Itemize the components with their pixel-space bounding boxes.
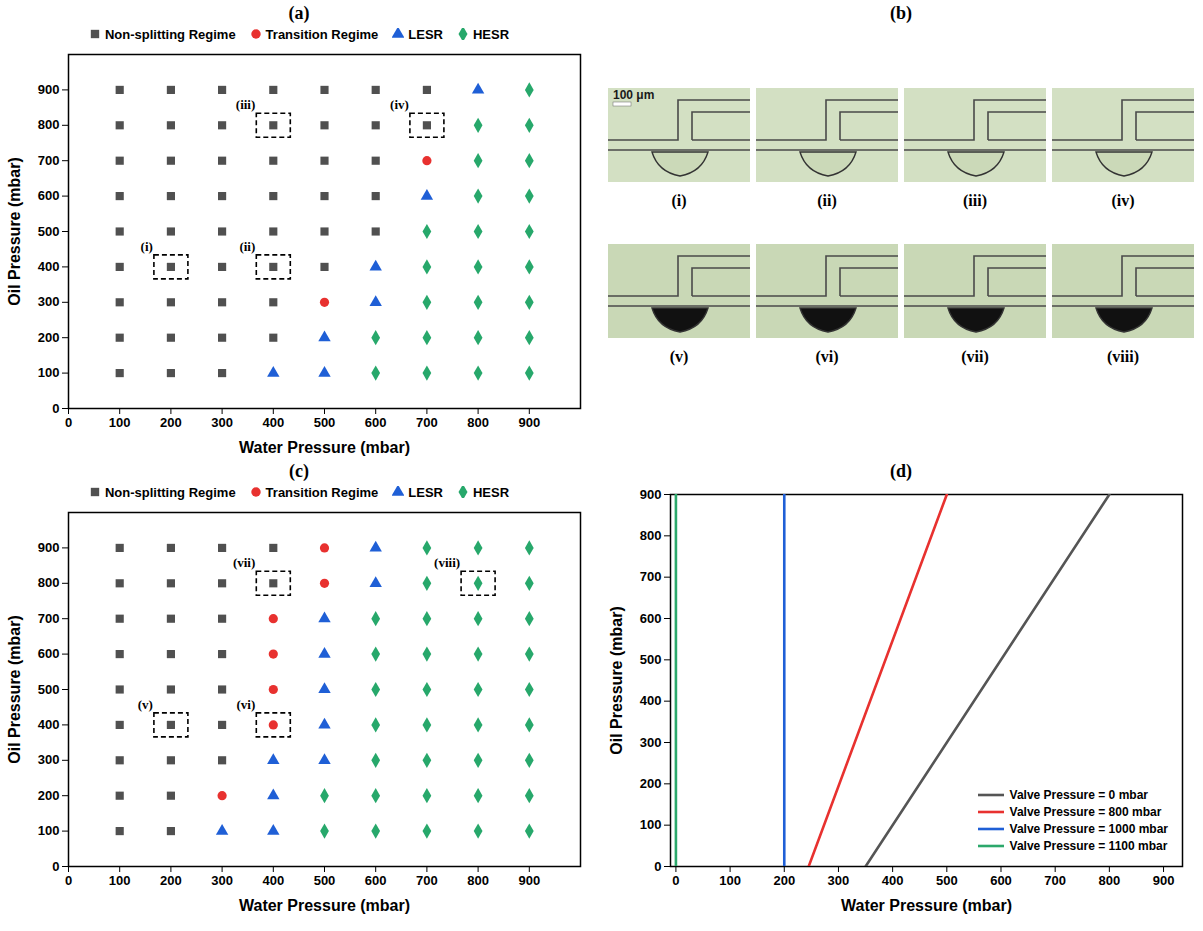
svg-text:(vi): (vi)	[237, 697, 256, 712]
svg-text:500: 500	[38, 224, 60, 239]
html-text:Transition Regime: Transition Regime	[265, 26, 379, 42]
svg-text:(vii): (vii)	[233, 555, 255, 570]
svg-text:600: 600	[38, 646, 60, 661]
svg-text:100: 100	[109, 415, 131, 430]
svg-text:800: 800	[640, 528, 662, 543]
html-text:Transition Regime: Transition Regime	[265, 484, 379, 500]
html-text:Valve Pressure = 800 mbar: Valve Pressure = 800 mbar	[1009, 805, 1162, 819]
html-text:HESR: HESR	[473, 484, 510, 500]
svg-text:800: 800	[467, 873, 489, 888]
html-text:(vii): (vii)	[961, 348, 989, 365]
html-text:LESR: LESR	[408, 26, 443, 42]
svg-text:900: 900	[640, 487, 662, 502]
html-text:HESR: HESR	[473, 26, 510, 42]
svg-text:Oil Pressure (mbar): Oil Pressure (mbar)	[6, 157, 23, 306]
html-text:Non-splitting Regime: Non-splitting Regime	[104, 484, 236, 500]
svg-text:300: 300	[211, 415, 233, 430]
svg-text:0: 0	[65, 415, 72, 430]
svg-text:600: 600	[365, 873, 387, 888]
svg-text:Oil Pressure (mbar): Oil Pressure (mbar)	[608, 606, 625, 755]
svg-text:0: 0	[672, 873, 679, 888]
html-text:Valve Pressure = 0 mbar: Valve Pressure = 0 mbar	[1009, 788, 1148, 802]
svg-text:Oil Pressure (mbar): Oil Pressure (mbar)	[6, 615, 23, 764]
svg-text:Water Pressure (mbar): Water Pressure (mbar)	[841, 897, 1012, 914]
svg-text:0: 0	[654, 859, 661, 874]
svg-text:800: 800	[467, 415, 489, 430]
svg-text:300: 300	[640, 735, 662, 750]
svg-text:700: 700	[1044, 873, 1066, 888]
svg-text:800: 800	[38, 575, 60, 590]
html-text:(viii): (viii)	[1107, 348, 1139, 365]
svg-text:500: 500	[314, 873, 336, 888]
html-text:LESR: LESR	[408, 484, 443, 500]
svg-text:(ii): (ii)	[239, 239, 255, 254]
svg-text:400: 400	[262, 873, 284, 888]
svg-text:900: 900	[38, 82, 60, 97]
html-text:(ii): (ii)	[817, 192, 837, 209]
html-text:(iii): (iii)	[963, 192, 987, 209]
svg-text:700: 700	[640, 569, 662, 584]
svg-text:200: 200	[160, 415, 182, 430]
svg-text:400: 400	[262, 415, 284, 430]
svg-text:300: 300	[211, 873, 233, 888]
svg-text:700: 700	[38, 611, 60, 626]
svg-text:600: 600	[38, 188, 60, 203]
svg-text:200: 200	[38, 788, 60, 803]
svg-text:500: 500	[314, 415, 336, 430]
svg-text:700: 700	[38, 153, 60, 168]
html-text:(a): (a)	[288, 3, 310, 23]
svg-text:200: 200	[38, 330, 60, 345]
svg-text:900: 900	[518, 873, 540, 888]
svg-text:(v): (v)	[138, 697, 153, 712]
svg-text:0: 0	[65, 873, 72, 888]
html-text:(i): (i)	[671, 192, 687, 209]
svg-text:300: 300	[38, 752, 60, 767]
html-text:(c): (c)	[289, 461, 309, 481]
svg-text:Water Pressure (mbar): Water Pressure (mbar)	[239, 897, 410, 914]
svg-text:600: 600	[640, 611, 662, 626]
html-text:Non-splitting Regime: Non-splitting Regime	[104, 26, 236, 42]
svg-text:(iii): (iii)	[236, 97, 256, 112]
svg-text:0: 0	[52, 859, 59, 874]
svg-text:100: 100	[719, 873, 741, 888]
svg-text:400: 400	[38, 717, 60, 732]
svg-text:100 μm: 100 μm	[613, 88, 654, 102]
svg-text:300: 300	[828, 873, 850, 888]
html-text:(iv): (iv)	[1111, 192, 1135, 209]
svg-text:100: 100	[38, 823, 60, 838]
html-text:Valve Pressure = 1000 mbar: Valve Pressure = 1000 mbar	[1009, 822, 1168, 836]
svg-text:Water Pressure (mbar): Water Pressure (mbar)	[239, 439, 410, 456]
svg-text:900: 900	[38, 540, 60, 555]
svg-text:800: 800	[1099, 873, 1121, 888]
svg-text:100: 100	[109, 873, 131, 888]
svg-text:500: 500	[640, 652, 662, 667]
html-text:Valve Pressure = 1100 mbar: Valve Pressure = 1100 mbar	[1009, 839, 1168, 853]
svg-text:700: 700	[416, 873, 438, 888]
svg-text:400: 400	[640, 693, 662, 708]
svg-text:200: 200	[160, 873, 182, 888]
html-text:(b): (b)	[890, 3, 912, 23]
svg-text:400: 400	[882, 873, 904, 888]
svg-text:0: 0	[52, 401, 59, 416]
svg-text:(iv): (iv)	[390, 97, 409, 112]
svg-text:400: 400	[38, 259, 60, 274]
svg-text:900: 900	[518, 415, 540, 430]
svg-text:600: 600	[990, 873, 1012, 888]
svg-text:200: 200	[640, 776, 662, 791]
html-text:(v): (v)	[669, 348, 689, 365]
svg-text:500: 500	[936, 873, 958, 888]
svg-text:(i): (i)	[141, 239, 153, 254]
html-text:(vi): (vi)	[815, 348, 839, 365]
svg-text:300: 300	[38, 294, 60, 309]
svg-text:600: 600	[365, 415, 387, 430]
svg-text:100: 100	[38, 365, 60, 380]
svg-text:500: 500	[38, 682, 60, 697]
svg-text:700: 700	[416, 415, 438, 430]
svg-text:800: 800	[38, 117, 60, 132]
svg-text:100: 100	[640, 817, 662, 832]
svg-text:200: 200	[773, 873, 795, 888]
svg-text:(viii): (viii)	[434, 555, 460, 570]
html-text:(d): (d)	[890, 461, 912, 481]
svg-text:900: 900	[1153, 873, 1175, 888]
